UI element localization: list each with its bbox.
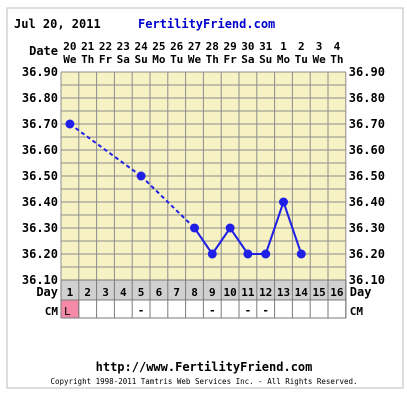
weekday-tick: We: [63, 53, 77, 66]
weekday-tick: Th: [81, 53, 94, 66]
date-tick: 20: [63, 40, 76, 53]
day-number: 5: [138, 286, 145, 299]
cm-value: -: [245, 304, 252, 317]
y-tick-left: 36.60: [22, 143, 58, 157]
y-tick-right: 36.30: [349, 221, 385, 235]
weekday-tick: Sa: [117, 53, 130, 66]
weekday-tick: We: [312, 53, 326, 66]
day-number: 12: [259, 286, 272, 299]
day-number: 16: [330, 286, 344, 299]
day-number: 4: [120, 286, 127, 299]
weekday-tick: Su: [259, 53, 272, 66]
y-tick-right: 36.80: [349, 91, 385, 105]
y-tick-left: 36.40: [22, 195, 58, 209]
temperature-point: [65, 119, 75, 129]
date-tick: 22: [99, 40, 112, 53]
y-tick-right: 36.70: [349, 117, 385, 131]
temperature-segment: [69, 123, 142, 177]
date-tick: 26: [170, 40, 184, 53]
date-tick: 29: [223, 40, 236, 53]
date-tick: 1: [280, 40, 287, 53]
temperature-segment: [264, 201, 285, 255]
day-number: 15: [312, 286, 325, 299]
date-tick: 31: [259, 40, 273, 53]
day-label-right: Day: [350, 285, 372, 299]
y-tick-left: 36.10: [22, 273, 58, 287]
temperature-point: [225, 223, 235, 233]
day-number: 10: [223, 286, 236, 299]
weekday-tick: Su: [134, 53, 147, 66]
temperature-segment: [229, 227, 249, 255]
temperature-point: [279, 197, 288, 207]
cm-value: -: [209, 304, 216, 317]
temperature-point: [296, 249, 306, 259]
cm-label-right: CM: [350, 305, 364, 318]
footer-url: http://www.FertilityFriend.com: [96, 360, 313, 374]
y-tick-left: 36.30: [22, 221, 58, 235]
y-tick-right: 36.40: [349, 195, 385, 209]
date-tick: 27: [188, 40, 201, 53]
y-tick-left: 36.70: [22, 117, 58, 131]
weekday-tick: Fr: [99, 53, 113, 66]
day-number: 14: [295, 286, 309, 299]
date-tick: 28: [206, 40, 219, 53]
date-tick: 30: [241, 40, 254, 53]
date-tick: 3: [316, 40, 323, 53]
weekday-tick: We: [188, 53, 202, 66]
temperature-point: [207, 249, 217, 259]
cm-value: -: [138, 304, 145, 317]
day-number: 3: [102, 286, 109, 299]
temperature-segment: [211, 227, 231, 255]
day-number: 13: [277, 286, 290, 299]
temperature-point: [261, 249, 271, 259]
date-tick: 2: [298, 40, 305, 53]
day-number: 9: [209, 286, 216, 299]
weekday-tick: Fr: [223, 53, 237, 66]
temperature-segment: [193, 227, 214, 255]
day-number: 1: [67, 286, 74, 299]
y-tick-right: 36.20: [349, 247, 385, 261]
weekday-tick: Tu: [295, 53, 308, 66]
temperature-segment: [282, 201, 303, 255]
y-tick-left: 36.50: [22, 169, 58, 183]
date-tick: 23: [117, 40, 130, 53]
date-tick: 24: [134, 40, 148, 53]
y-tick-right: 36.90: [349, 65, 385, 79]
temperature-point: [136, 171, 146, 181]
cm-label-left: CM: [45, 305, 59, 318]
y-tick-right: 36.10: [349, 273, 385, 287]
day-number: 2: [84, 286, 91, 299]
y-tick-right: 36.60: [349, 143, 385, 157]
temperature-point: [190, 223, 199, 233]
weekday-tick: Tu: [170, 53, 183, 66]
y-tick-right: 36.50: [349, 169, 385, 183]
footer-copyright: Copyright 1998-2011 Tamtris Web Services…: [50, 377, 357, 386]
day-number: 11: [241, 286, 255, 299]
outer-border: [6, 7, 404, 389]
weekday-tick: Th: [330, 53, 343, 66]
weekday-tick: Th: [206, 53, 219, 66]
date-tick: 21: [81, 40, 95, 53]
weekday-tick: Mo: [152, 53, 166, 66]
cm-value: L: [64, 305, 71, 318]
weekday-tick: Sa: [241, 53, 254, 66]
day-label-left: Day: [36, 285, 58, 299]
day-number: 6: [156, 286, 163, 299]
temperature-point: [243, 249, 253, 259]
day-number: 7: [173, 286, 180, 299]
date-tick: 4: [334, 40, 341, 53]
cm-value: -: [262, 304, 269, 317]
date-tick: 25: [152, 40, 165, 53]
y-tick-left: 36.90: [22, 65, 58, 79]
header-date: Jul 20, 2011: [14, 17, 101, 31]
header-site: FertilityFriend.com: [138, 17, 275, 31]
y-tick-left: 36.20: [22, 247, 58, 261]
date-label: Date: [29, 44, 58, 58]
weekday-tick: Mo: [277, 53, 291, 66]
day-number: 8: [191, 286, 198, 299]
y-tick-left: 36.80: [22, 91, 58, 105]
temperature-segment: [140, 175, 196, 229]
